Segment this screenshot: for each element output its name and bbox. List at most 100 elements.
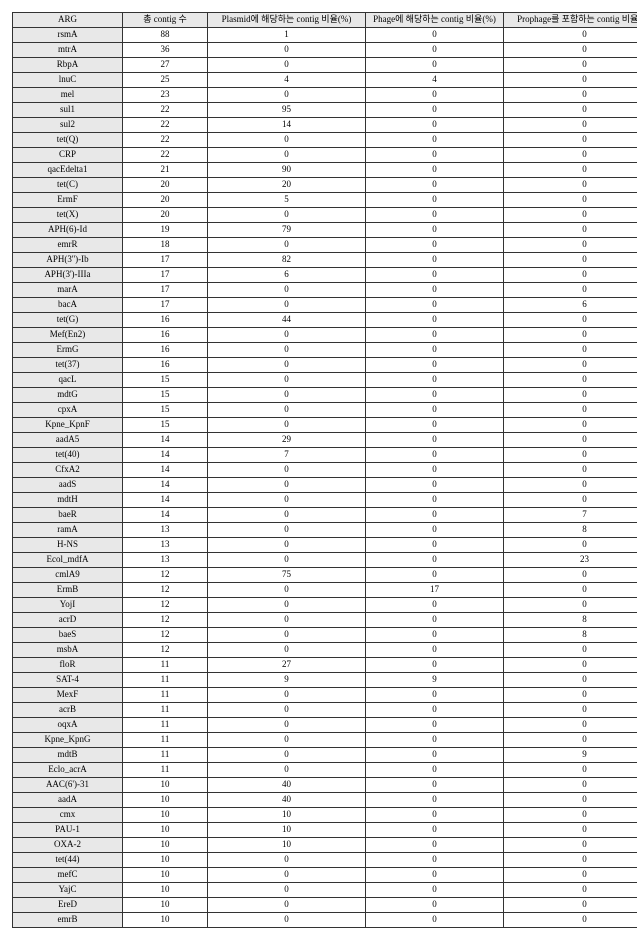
cell-value: 0 — [366, 88, 504, 103]
cell-value: 0 — [366, 268, 504, 283]
cell-value: 0 — [504, 778, 637, 793]
cell-value: 0 — [366, 898, 504, 913]
cell-value: 0 — [366, 733, 504, 748]
cell-value: 0 — [208, 133, 366, 148]
cell-value: 22 — [123, 133, 208, 148]
cell-value: 0 — [504, 478, 637, 493]
row-label: tet(37) — [13, 358, 123, 373]
row-label: PAU-1 — [13, 823, 123, 838]
table-row: msbA12000 — [13, 643, 637, 658]
cell-value: 88 — [123, 28, 208, 43]
cell-value: 17 — [366, 583, 504, 598]
cell-value: 0 — [208, 688, 366, 703]
row-label: tet(44) — [13, 853, 123, 868]
cell-value: 0 — [366, 43, 504, 58]
cell-value: 27 — [208, 658, 366, 673]
cell-value: 0 — [504, 448, 637, 463]
row-label: mdtB — [13, 748, 123, 763]
cell-value: 0 — [504, 163, 637, 178]
row-label: ErmG — [13, 343, 123, 358]
cell-value: 9 — [208, 673, 366, 688]
row-label: Eclo_acrA — [13, 763, 123, 778]
cell-value: 0 — [366, 658, 504, 673]
cell-value: 12 — [123, 583, 208, 598]
cell-value: 14 — [123, 508, 208, 523]
cell-value: 0 — [208, 373, 366, 388]
cell-value: 0 — [504, 118, 637, 133]
cell-value: 0 — [208, 583, 366, 598]
cell-value: 20 — [208, 178, 366, 193]
cell-value: 6 — [208, 268, 366, 283]
cell-value: 0 — [504, 373, 637, 388]
cell-value: 0 — [504, 463, 637, 478]
cell-value: 0 — [208, 883, 366, 898]
cell-value: 0 — [366, 568, 504, 583]
table-row: Ecol_mdfA130023 — [13, 553, 637, 568]
cell-value: 0 — [366, 853, 504, 868]
cell-value: 0 — [366, 313, 504, 328]
cell-value: 14 — [208, 118, 366, 133]
cell-value: 11 — [123, 658, 208, 673]
table-row: AAC(6')-31104000 — [13, 778, 637, 793]
table-row: floR112700 — [13, 658, 637, 673]
cell-value: 0 — [504, 598, 637, 613]
cell-value: 0 — [366, 373, 504, 388]
cell-value: 23 — [123, 88, 208, 103]
table-row: mtrA36000 — [13, 43, 637, 58]
cell-value: 10 — [208, 823, 366, 838]
row-label: qacEdelta1 — [13, 163, 123, 178]
cell-value: 0 — [504, 703, 637, 718]
row-label: mtrA — [13, 43, 123, 58]
cell-value: 0 — [504, 28, 637, 43]
row-label: RbpA — [13, 58, 123, 73]
cell-value: 0 — [366, 283, 504, 298]
table-row: RbpA27000 — [13, 58, 637, 73]
cell-value: 0 — [366, 388, 504, 403]
cell-value: 10 — [123, 883, 208, 898]
table-row: mel23000 — [13, 88, 637, 103]
cell-value: 11 — [123, 748, 208, 763]
cell-value: 0 — [208, 283, 366, 298]
table-row: mefC10000 — [13, 868, 637, 883]
cell-value: 12 — [123, 643, 208, 658]
table-row: YajC10000 — [13, 883, 637, 898]
cell-value: 13 — [123, 523, 208, 538]
row-label: rsmA — [13, 28, 123, 43]
table-row: rsmA88100 — [13, 28, 637, 43]
row-label: qacL — [13, 373, 123, 388]
cell-value: 22 — [123, 118, 208, 133]
cell-value: 15 — [123, 388, 208, 403]
table-row: emrR18000 — [13, 238, 637, 253]
table-row: CfxA214000 — [13, 463, 637, 478]
cell-value: 95 — [208, 103, 366, 118]
row-label: APH(3')-IIIa — [13, 268, 123, 283]
table-row: tet(C)202000 — [13, 178, 637, 193]
col-header-arg: ARG — [13, 13, 123, 28]
row-label: baeS — [13, 628, 123, 643]
cell-value: 44 — [208, 313, 366, 328]
cell-value: 8 — [504, 613, 637, 628]
cell-value: 10 — [123, 823, 208, 838]
cell-value: 12 — [123, 568, 208, 583]
table-row: H-NS13000 — [13, 538, 637, 553]
cell-value: 0 — [208, 553, 366, 568]
cell-value: 0 — [208, 508, 366, 523]
cell-value: 0 — [208, 403, 366, 418]
cell-value: 0 — [504, 133, 637, 148]
row-label: lnuC — [13, 73, 123, 88]
cell-value: 0 — [366, 133, 504, 148]
cell-value: 0 — [366, 793, 504, 808]
cell-value: 0 — [366, 913, 504, 928]
cell-value: 22 — [123, 148, 208, 163]
table-row: Eclo_acrA11000 — [13, 763, 637, 778]
cell-value: 0 — [366, 598, 504, 613]
cell-value: 8 — [504, 628, 637, 643]
table-row: Kpne_KpnF15000 — [13, 418, 637, 433]
row-label: aadA5 — [13, 433, 123, 448]
cell-value: 0 — [504, 898, 637, 913]
cell-value: 11 — [123, 733, 208, 748]
cell-value: 40 — [208, 793, 366, 808]
cell-value: 40 — [208, 778, 366, 793]
row-label: acrD — [13, 613, 123, 628]
cell-value: 12 — [123, 613, 208, 628]
